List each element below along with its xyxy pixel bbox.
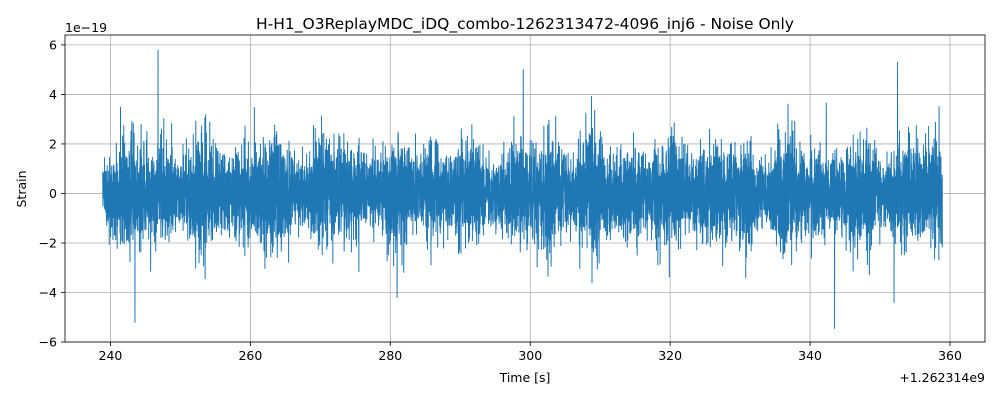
x-tick-label: 300 <box>518 348 542 363</box>
y-scale-label: 1e−19 <box>65 20 107 35</box>
x-axis: 240 260 280 300 320 340 360 <box>99 342 962 363</box>
plot-frame <box>64 34 986 343</box>
x-tick-label: 280 <box>378 348 402 363</box>
x-offset-label: +1.262314e9 <box>899 370 985 385</box>
y-tick-label: −2 <box>39 235 57 250</box>
chart-title: H-H1_O3ReplayMDC_iDQ_combo-1262313472-40… <box>256 15 794 34</box>
y-axis-label: Strain <box>14 170 29 207</box>
y-tick-label: 0 <box>49 186 57 201</box>
series-group <box>102 49 943 329</box>
strain-series-line <box>102 49 943 329</box>
y-tick-label: 6 <box>49 37 57 52</box>
y-axis: −6 −4 −2 0 2 4 6 <box>39 37 65 350</box>
x-tick-label: 260 <box>238 348 262 363</box>
y-tick-label: 2 <box>49 136 57 151</box>
x-axis-label: Time [s] <box>499 370 551 385</box>
x-tick-label: 360 <box>938 348 962 363</box>
x-tick-label: 240 <box>99 348 123 363</box>
x-tick-label: 320 <box>658 348 682 363</box>
y-tick-label: −6 <box>39 335 57 350</box>
y-tick-label: 4 <box>49 87 57 102</box>
x-tick-label: 340 <box>798 348 822 363</box>
y-tick-label: −4 <box>39 285 57 300</box>
